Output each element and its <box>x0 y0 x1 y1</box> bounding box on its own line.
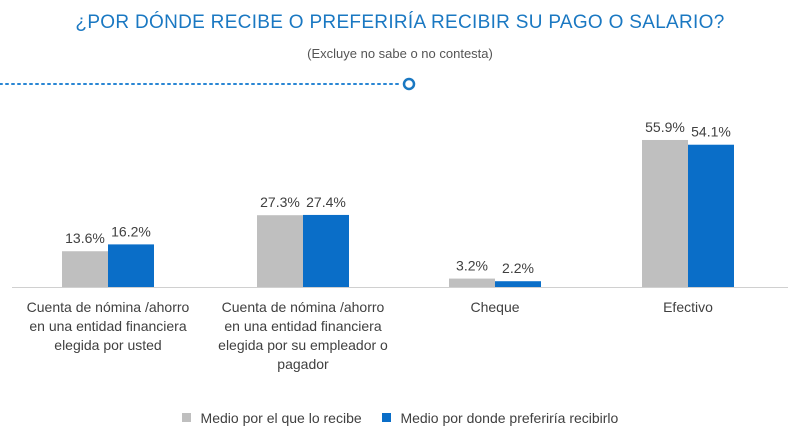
data-label-series-2-1: 16.2% <box>111 223 151 239</box>
data-label-series-1-1: 13.6% <box>65 230 105 246</box>
legend-label-series-2: Medio por donde preferiría recibirlo <box>400 410 619 426</box>
bar-series-1-1 <box>62 251 108 287</box>
category-label-2: Cuenta de nómina /ahorro en una entidad f… <box>218 299 388 372</box>
data-label-series-2-2: 27.4% <box>306 194 346 210</box>
bar-series-1-3 <box>449 278 495 287</box>
data-label-series-1-2: 27.3% <box>260 194 300 210</box>
data-label-series-1-3: 3.2% <box>456 258 488 274</box>
bar-series-2-4 <box>688 144 734 287</box>
data-label-series-2-4: 54.1% <box>691 124 731 140</box>
bar-series-1-4 <box>642 139 688 287</box>
category-label-4: Efectivo <box>663 299 713 315</box>
legend-swatch-series-1 <box>181 413 191 422</box>
bar-series-2-3 <box>495 281 541 287</box>
legend-label-series-1: Medio por el que lo recibe <box>200 410 362 426</box>
dotted-divider <box>0 77 416 91</box>
category-label-1: Cuenta de nómina /ahorro en una entidad f… <box>27 299 190 353</box>
chart-title: ¿POR DÓNDE RECIBE O PREFERIRÍA RECIBIR S… <box>75 12 725 33</box>
legend-swatch-series-2 <box>381 413 391 422</box>
legend: Medio por el que lo recibe Medio por don… <box>0 410 800 426</box>
legend-item-series-1: Medio por el que lo recibe <box>181 410 362 426</box>
divider-end-circle-icon <box>402 77 416 91</box>
bar-chart: 13.6% 27.3% 3.2% 55.9% 16.2% 27.4% 2.2% 54.1% Cu… <box>12 119 788 372</box>
category-label-3: Cheque <box>470 299 519 315</box>
data-label-series-1-4: 55.9% <box>645 119 685 135</box>
bar-series-1-2 <box>257 215 303 287</box>
data-label-series-2-3: 2.2% <box>502 260 534 276</box>
bar-series-2-1 <box>108 244 154 287</box>
chart-subtitle: (Excluye no sabe o no contesta) <box>307 46 493 61</box>
bar-series-2-2 <box>303 214 349 287</box>
legend-item-series-2: Medio por donde preferiría recibirlo <box>381 410 619 426</box>
